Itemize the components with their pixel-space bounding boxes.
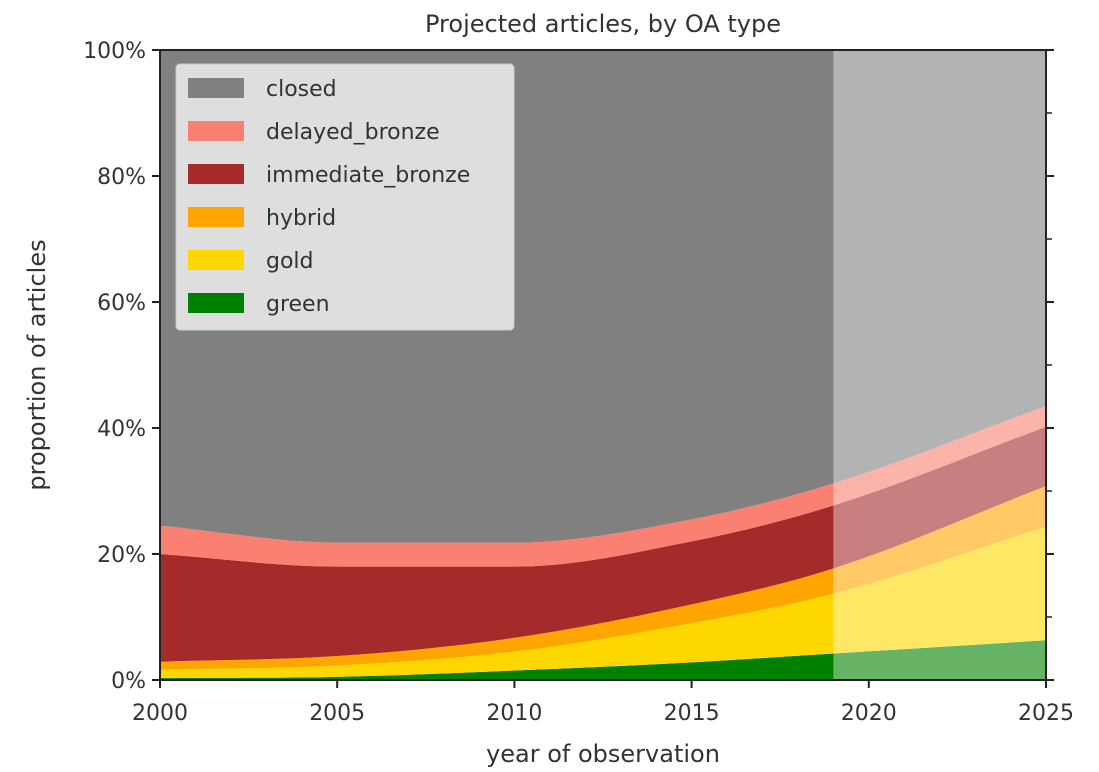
area-gold [160, 526, 1046, 679]
legend-swatch [188, 207, 244, 227]
projection-overlay [833, 50, 1046, 680]
y-axis-title: proportion of articles [23, 239, 51, 490]
legend-item-hybrid: hybrid [188, 206, 336, 231]
legend-item-gold: gold [188, 249, 314, 274]
legend-item-delayed-bronze: delayed_bronze [188, 120, 440, 145]
y-tick-label: 80% [97, 165, 146, 190]
x-tick-label: 2010 [486, 701, 542, 726]
y-tick-label: 20% [97, 543, 146, 568]
legend-item-green: green [188, 292, 330, 317]
x-tick-label: 2020 [841, 701, 897, 726]
ticks-layer: 0% 20% 40% 60% 80% 100% 2000 2005 2010 2015 2020 20… [83, 39, 1074, 726]
legend-swatch [188, 250, 244, 270]
legend-item-immediate-bronze: immediate_bronze [188, 163, 470, 188]
legend-label: delayed_bronze [266, 120, 440, 145]
area-green [160, 640, 1046, 680]
legend-label: gold [266, 249, 314, 274]
chart-title: Projected articles, by OA type [425, 10, 781, 38]
legend: closed delayed_bronze immediate_bronzehybr… [175, 63, 515, 331]
area-delayed-bronze [160, 405, 1046, 567]
legend-box [175, 63, 515, 331]
legend-swatch [188, 164, 244, 184]
x-tick-label: 2025 [1018, 701, 1074, 726]
y-tick-label: 40% [97, 417, 146, 442]
legend-swatch [188, 121, 244, 141]
y-tick-label: 60% [97, 291, 146, 316]
x-tick-label: 2005 [309, 701, 365, 726]
x-axis-title: year of observation [486, 740, 720, 768]
legend-label: closed [266, 77, 337, 102]
legend-label: green [266, 292, 330, 317]
legend-swatch [188, 78, 244, 98]
legend-label: immediate_bronze [266, 163, 470, 188]
area-immediate-bronze [160, 426, 1046, 662]
legend-swatch [188, 293, 244, 313]
x-tick-label: 2015 [664, 701, 720, 726]
legend-item-closed: closed [188, 77, 337, 102]
legend-label: hybrid [266, 206, 336, 231]
x-tick-label: 2000 [132, 701, 188, 726]
y-tick-label: 100% [83, 39, 146, 64]
legend-items: closed delayed_bronze immediate_bronzehybr… [188, 77, 470, 317]
area-hybrid [160, 485, 1046, 670]
y-tick-label: 0% [111, 669, 146, 694]
